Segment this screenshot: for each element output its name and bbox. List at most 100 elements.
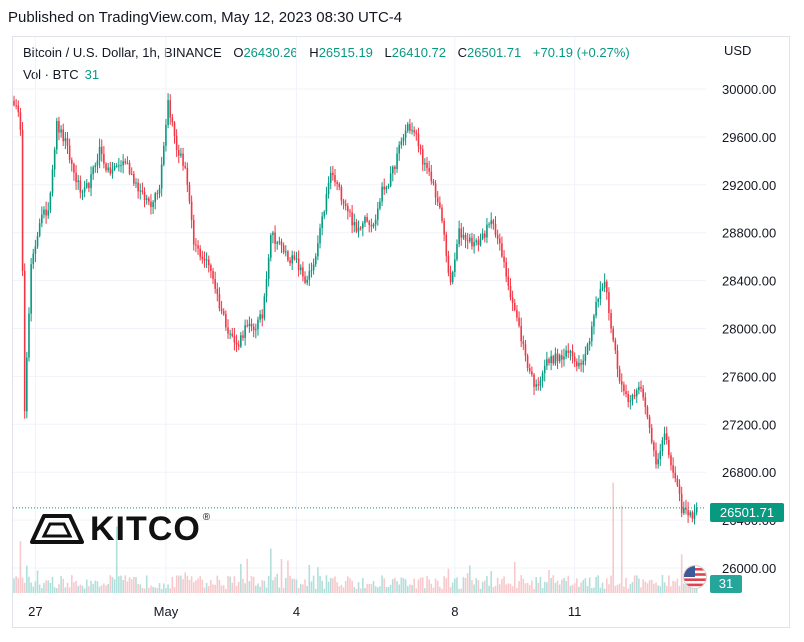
volume-bar [203, 587, 206, 593]
volume-bar [535, 577, 537, 593]
currency-label[interactable]: USD [724, 43, 752, 58]
us-flag-icon[interactable] [683, 565, 707, 589]
volume-bar [332, 578, 334, 593]
volume-bar [494, 585, 497, 593]
candle-body [582, 360, 585, 365]
candle-body [610, 313, 612, 329]
symbol-legend[interactable]: Bitcoin / U.S. Dollar, 1h, BINANCE O2643… [23, 45, 630, 60]
volume-bar [96, 581, 99, 593]
volume-bar [614, 585, 617, 593]
candle-body [182, 153, 184, 166]
volume-bar [225, 588, 227, 593]
volume-bar [291, 578, 293, 593]
volume-bar [227, 575, 229, 593]
volume-bar [77, 586, 79, 593]
volume-bar [340, 584, 343, 593]
volume-bar [19, 541, 22, 593]
volume-bar [582, 580, 585, 593]
volume-bar [640, 587, 642, 593]
candle-body [347, 206, 349, 212]
volume-bar [501, 578, 503, 593]
candle-body [214, 279, 216, 289]
volume-legend[interactable]: Vol · BTC 31 [23, 67, 99, 82]
candle-body [466, 240, 469, 242]
volume-bar [541, 588, 544, 593]
candle-body [73, 163, 75, 173]
candle-body [210, 265, 212, 271]
candle-body [284, 251, 287, 253]
candle-body [165, 124, 167, 146]
candle-body [26, 357, 28, 412]
volume-bar [518, 581, 520, 593]
volume-bar [26, 565, 28, 593]
candle-body [225, 314, 227, 328]
candle-body [336, 182, 338, 184]
volume-bar [73, 582, 75, 593]
candle-body [190, 201, 193, 221]
chart-frame[interactable] [12, 36, 790, 628]
volume-bar [522, 578, 525, 593]
volume-bar [51, 576, 54, 593]
candle-body [302, 267, 304, 277]
candle-body [233, 336, 236, 343]
candle-body [441, 207, 443, 222]
candle-body [242, 335, 244, 338]
volume-bar [255, 585, 257, 593]
volume-bar [145, 575, 148, 593]
candle-body [297, 258, 300, 271]
candle-body [524, 344, 527, 356]
candle-body [554, 353, 557, 364]
volume-bar [591, 588, 593, 593]
x-tick-label: 8 [451, 604, 458, 619]
candle-body [340, 187, 343, 201]
close-value: 26501.71 [467, 45, 522, 60]
candle-body [443, 221, 445, 235]
candle-body [28, 313, 30, 358]
candle-body [259, 314, 261, 320]
volume-bar [79, 584, 82, 593]
volume-bar [597, 575, 600, 593]
volume-bar [306, 585, 308, 593]
candle-body [98, 146, 101, 161]
candle-body [244, 325, 246, 338]
candle-body [257, 319, 259, 330]
candle-body [650, 427, 653, 443]
candle-body [317, 243, 319, 257]
candle-body [113, 166, 116, 170]
candle-body [370, 224, 373, 227]
volume-bar [578, 586, 580, 593]
volume-bar [554, 582, 557, 593]
volume-bar [629, 584, 632, 593]
volume-bar [456, 577, 458, 593]
volume-bar [520, 575, 522, 593]
volume-bar [133, 576, 135, 593]
y-tick-label: 26800.00 [722, 465, 776, 480]
volume-bar [655, 582, 657, 593]
volume-bar [167, 584, 169, 593]
candle-body [231, 333, 234, 337]
candle-body [601, 287, 604, 290]
candle-body [237, 344, 240, 347]
volume-bar [676, 578, 679, 593]
volume-bar [297, 587, 300, 593]
candle-body [276, 242, 279, 244]
candle-body [430, 171, 433, 182]
candle-body [212, 270, 214, 280]
candle-body [248, 323, 251, 326]
candle-body [197, 245, 199, 249]
candle-body [240, 335, 242, 347]
candle-body [261, 314, 264, 319]
candle-body [45, 209, 47, 216]
candle-body [396, 153, 398, 169]
candle-body [265, 278, 268, 297]
candle-body [565, 350, 567, 357]
candle-body [220, 308, 223, 312]
volume-bar [528, 585, 531, 593]
volume-bar [400, 577, 403, 593]
volume-bar [135, 577, 137, 593]
volume-bar [449, 587, 452, 593]
volume-bar [490, 571, 493, 593]
volume-bar [556, 580, 559, 593]
candle-body [349, 211, 351, 213]
